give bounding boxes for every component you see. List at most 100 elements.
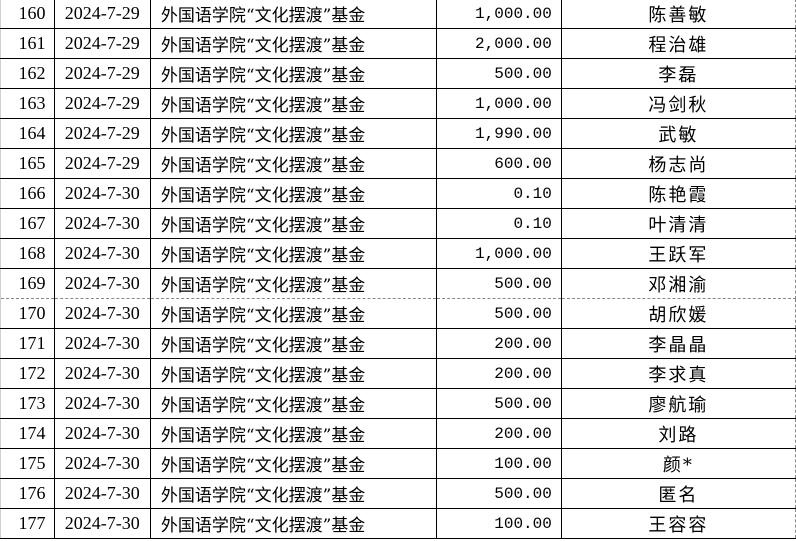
cell-donor-name[interactable]: 李求真 xyxy=(561,358,796,389)
cell-number[interactable]: 172 xyxy=(0,358,55,389)
cell-fund[interactable]: 外国语学院“文化摆渡”基金 xyxy=(150,508,437,539)
cell-donor-name[interactable]: 胡欣媛 xyxy=(561,298,796,329)
cell-donor-name[interactable]: 王容容 xyxy=(561,508,796,539)
cell-date[interactable]: 2024-7-30 xyxy=(54,298,151,329)
cell-fund[interactable]: 外国语学院“文化摆渡”基金 xyxy=(150,0,437,29)
table-row: 173 2024-7-30 外国语学院“文化摆渡”基金 500.00 廖航瑜 xyxy=(0,388,796,419)
cell-number[interactable]: 161 xyxy=(0,28,55,59)
cell-fund[interactable]: 外国语学院“文化摆渡”基金 xyxy=(150,418,437,449)
cell-number[interactable]: 177 xyxy=(0,508,55,539)
cell-amount[interactable]: 200.00 xyxy=(436,328,562,359)
cell-fund-text: 外国语学院“文化摆渡”基金 xyxy=(160,126,366,146)
cell-date[interactable]: 2024-7-30 xyxy=(54,358,151,389)
cell-amount[interactable]: 500.00 xyxy=(436,268,562,299)
cell-date[interactable]: 2024-7-29 xyxy=(54,0,151,29)
cell-amount[interactable]: 500.00 xyxy=(436,58,562,89)
cell-fund[interactable]: 外国语学院“文化摆渡”基金 xyxy=(150,448,437,479)
cell-fund[interactable]: 外国语学院“文化摆渡”基金 xyxy=(150,28,437,59)
cell-fund[interactable]: 外国语学院“文化摆渡”基金 xyxy=(150,478,437,509)
cell-donor-name[interactable]: 陈艳霞 xyxy=(561,178,796,209)
cell-donor-name[interactable]: 颜* xyxy=(561,448,796,479)
cell-donor-name[interactable]: 刘路 xyxy=(561,418,796,449)
cell-amount[interactable]: 100.00 xyxy=(436,508,562,539)
cell-fund[interactable]: 外国语学院“文化摆渡”基金 xyxy=(150,148,437,179)
cell-number-text: 175 xyxy=(18,453,46,473)
cell-amount-text: 1,990.00 xyxy=(475,124,552,143)
cell-date-text: 2024-7-30 xyxy=(64,363,140,383)
cell-number-text: 177 xyxy=(18,513,46,533)
cell-donor-name[interactable]: 武敏 xyxy=(561,118,796,149)
cell-number[interactable]: 174 xyxy=(0,418,55,449)
cell-number[interactable]: 160 xyxy=(0,0,55,29)
cell-donor-name[interactable]: 匿名 xyxy=(561,478,796,509)
cell-fund[interactable]: 外国语学院“文化摆渡”基金 xyxy=(150,88,437,119)
cell-amount[interactable]: 500.00 xyxy=(436,298,562,329)
cell-date[interactable]: 2024-7-30 xyxy=(54,388,151,419)
cell-date[interactable]: 2024-7-29 xyxy=(54,118,151,149)
cell-number[interactable]: 166 xyxy=(0,178,55,209)
cell-amount[interactable]: 1,000.00 xyxy=(436,0,562,29)
cell-amount[interactable]: 600.00 xyxy=(436,148,562,179)
cell-number[interactable]: 176 xyxy=(0,478,55,509)
cell-number[interactable]: 165 xyxy=(0,148,55,179)
cell-donor-name[interactable]: 李磊 xyxy=(561,58,796,89)
cell-donor-name[interactable]: 廖航瑜 xyxy=(561,388,796,419)
cell-donor-name[interactable]: 杨志尚 xyxy=(561,148,796,179)
cell-amount[interactable]: 500.00 xyxy=(436,388,562,419)
cell-number[interactable]: 169 xyxy=(0,268,55,299)
cell-fund[interactable]: 外国语学院“文化摆渡”基金 xyxy=(150,178,437,209)
cell-amount[interactable]: 1,000.00 xyxy=(436,88,562,119)
cell-date[interactable]: 2024-7-30 xyxy=(54,268,151,299)
cell-date-text: 2024-7-29 xyxy=(64,123,140,143)
cell-donor-name[interactable]: 叶清清 xyxy=(561,208,796,239)
cell-fund[interactable]: 外国语学院“文化摆渡”基金 xyxy=(150,58,437,89)
cell-amount[interactable]: 100.00 xyxy=(436,448,562,479)
cell-date[interactable]: 2024-7-30 xyxy=(54,478,151,509)
cell-number[interactable]: 167 xyxy=(0,208,55,239)
cell-date[interactable]: 2024-7-29 xyxy=(54,148,151,179)
cell-fund[interactable]: 外国语学院“文化摆渡”基金 xyxy=(150,208,437,239)
cell-date-text: 2024-7-30 xyxy=(64,423,140,443)
cell-date[interactable]: 2024-7-30 xyxy=(54,508,151,539)
cell-date[interactable]: 2024-7-30 xyxy=(54,208,151,239)
cell-fund[interactable]: 外国语学院“文化摆渡”基金 xyxy=(150,118,437,149)
cell-date[interactable]: 2024-7-30 xyxy=(54,178,151,209)
cell-amount[interactable]: 0.10 xyxy=(436,178,562,209)
cell-amount[interactable]: 1,000.00 xyxy=(436,238,562,269)
cell-date[interactable]: 2024-7-30 xyxy=(54,418,151,449)
cell-number[interactable]: 164 xyxy=(0,118,55,149)
cell-date[interactable]: 2024-7-30 xyxy=(54,448,151,479)
cell-number[interactable]: 168 xyxy=(0,238,55,269)
cell-number[interactable]: 163 xyxy=(0,88,55,119)
cell-fund[interactable]: 外国语学院“文化摆渡”基金 xyxy=(150,328,437,359)
cell-fund-text: 外国语学院“文化摆渡”基金 xyxy=(160,66,366,86)
cell-donor-name[interactable]: 李晶晶 xyxy=(561,328,796,359)
cell-amount[interactable]: 500.00 xyxy=(436,478,562,509)
cell-amount[interactable]: 0.10 xyxy=(436,208,562,239)
cell-donor-name[interactable]: 王跃军 xyxy=(561,238,796,269)
cell-number[interactable]: 162 xyxy=(0,58,55,89)
cell-number[interactable]: 170 xyxy=(0,298,55,329)
cell-amount[interactable]: 1,990.00 xyxy=(436,118,562,149)
cell-donor-name[interactable]: 陈善敏 xyxy=(561,0,796,29)
cell-number[interactable]: 171 xyxy=(0,328,55,359)
cell-fund[interactable]: 外国语学院“文化摆渡”基金 xyxy=(150,298,437,329)
cell-amount[interactable]: 2,000.00 xyxy=(436,28,562,59)
cell-donor-name[interactable]: 程治雄 xyxy=(561,28,796,59)
cell-date[interactable]: 2024-7-29 xyxy=(54,88,151,119)
cell-fund[interactable]: 外国语学院“文化摆渡”基金 xyxy=(150,358,437,389)
cell-date[interactable]: 2024-7-30 xyxy=(54,328,151,359)
cell-amount-text: 1,000.00 xyxy=(475,94,552,113)
cell-donor-name[interactable]: 邓湘渝 xyxy=(561,268,796,299)
cell-date[interactable]: 2024-7-29 xyxy=(54,28,151,59)
cell-number[interactable]: 175 xyxy=(0,448,55,479)
cell-amount[interactable]: 200.00 xyxy=(436,418,562,449)
cell-amount[interactable]: 200.00 xyxy=(436,358,562,389)
cell-fund[interactable]: 外国语学院“文化摆渡”基金 xyxy=(150,268,437,299)
cell-date[interactable]: 2024-7-29 xyxy=(54,58,151,89)
cell-fund[interactable]: 外国语学院“文化摆渡”基金 xyxy=(150,388,437,419)
cell-fund[interactable]: 外国语学院“文化摆渡”基金 xyxy=(150,238,437,269)
cell-number[interactable]: 173 xyxy=(0,388,55,419)
cell-date[interactable]: 2024-7-30 xyxy=(54,238,151,269)
cell-donor-name[interactable]: 冯剑秋 xyxy=(561,88,796,119)
